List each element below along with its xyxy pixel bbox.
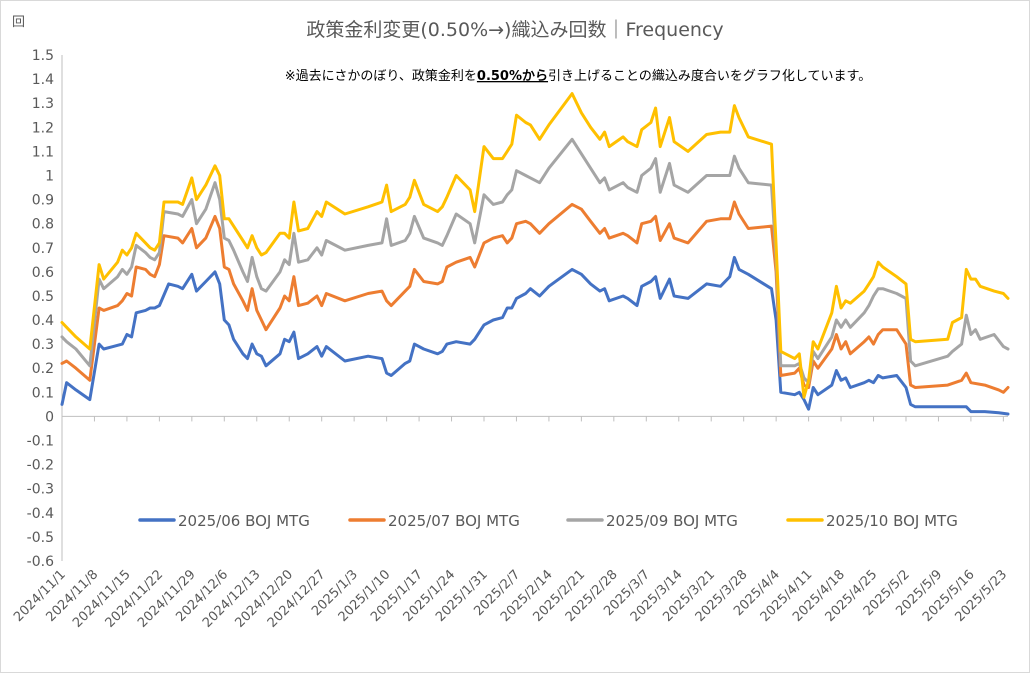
y-tick-label: -0.1 bbox=[27, 434, 54, 450]
y-tick-label: 1.1 bbox=[32, 144, 54, 160]
y-tick-label: 1.5 bbox=[32, 48, 54, 64]
y-tick-label: 0.1 bbox=[32, 385, 54, 401]
y-tick-label: 1.3 bbox=[32, 96, 54, 112]
y-tick-label: 1 bbox=[45, 168, 54, 184]
y-tick-label: 0.4 bbox=[32, 313, 54, 329]
y-tick-label: -0.5 bbox=[27, 530, 54, 546]
y-tick-label: 0.6 bbox=[32, 265, 54, 281]
legend-label-4: 2025/10 BOJ MTG bbox=[826, 512, 958, 530]
y-axis: 1.5 1.4 1.3 1.2 1.1 1 0.9 0.8 0.7 0.6 0.5 0.4 0.3 0.2… bbox=[27, 48, 63, 570]
series-line-1 bbox=[60, 255, 1010, 416]
series-line-3 bbox=[60, 137, 1010, 385]
annotation-prefix: ※過去にさかのぼり、政策金利を bbox=[285, 68, 477, 84]
y-tick-label: -0.2 bbox=[27, 458, 54, 474]
annotation-emphasis: 0.50%から bbox=[477, 69, 548, 84]
y-tick-label: 1.4 bbox=[32, 72, 54, 88]
y-tick-label: -0.6 bbox=[27, 554, 54, 570]
y-tick-label: -0.4 bbox=[27, 506, 54, 522]
chart-title: 政策金利変更(0.50%→)織込み回数｜Frequency bbox=[306, 19, 723, 41]
y-tick-label: 0.5 bbox=[32, 289, 54, 305]
legend: 2025/06 BOJ MTG 2025/07 BOJ MTG 2025/09 BO… bbox=[138, 512, 958, 530]
y-tick-label: 0.2 bbox=[32, 361, 54, 377]
y-tick-label: 0.9 bbox=[32, 193, 54, 209]
series-line-4 bbox=[60, 92, 1010, 399]
y-tick-label: 0.8 bbox=[32, 217, 54, 233]
annotation-suffix: 引き上げることの織込み度合いをグラフ化しています。 bbox=[548, 68, 871, 84]
y-tick-label: 0.3 bbox=[32, 337, 54, 353]
y-tick-label: 1.2 bbox=[32, 120, 54, 136]
series-line-2 bbox=[60, 200, 1010, 394]
legend-label-2: 2025/07 BOJ MTG bbox=[388, 512, 520, 530]
y-tick-label: -0.3 bbox=[27, 482, 54, 498]
legend-label-1: 2025/06 BOJ MTG bbox=[178, 512, 310, 530]
series-lines bbox=[60, 92, 1010, 416]
y-tick-label: 0.7 bbox=[32, 241, 54, 257]
chart-annotation: ※過去にさかのぼり、政策金利を0.50%から引き上げることの織込み度合いをグラフ… bbox=[285, 68, 871, 84]
y-axis-unit-label: 回 bbox=[12, 15, 25, 30]
y-tick-label: 0 bbox=[45, 409, 54, 425]
legend-label-3: 2025/09 BOJ MTG bbox=[606, 512, 738, 530]
